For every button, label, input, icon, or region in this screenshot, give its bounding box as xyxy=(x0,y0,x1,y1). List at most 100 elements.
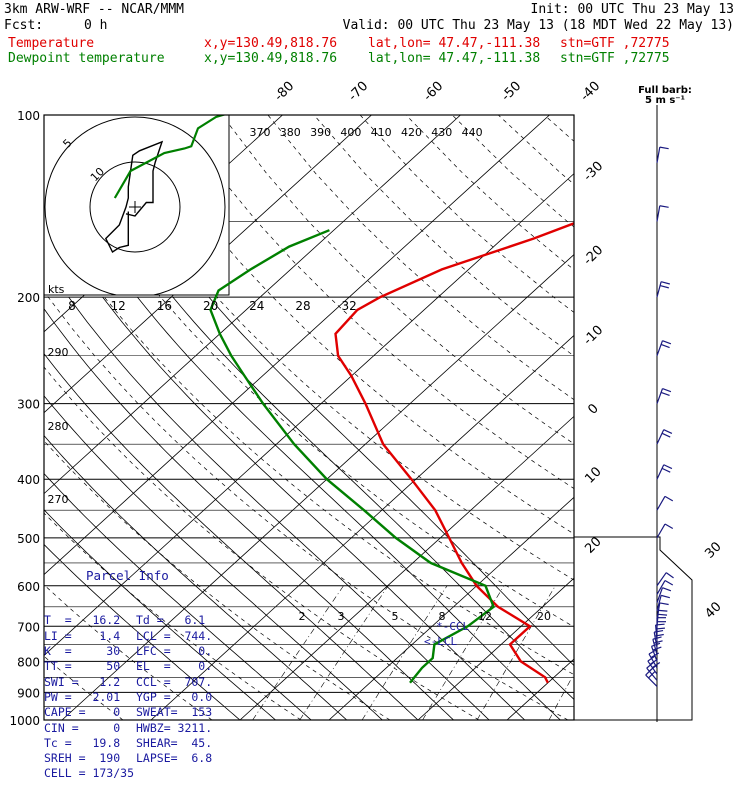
parcel-info-right: LFC = 0. xyxy=(136,644,212,658)
ccl-label: *-CCL xyxy=(436,620,469,633)
isotherm-label: -80 xyxy=(272,79,298,105)
speed-tick-label: 32 xyxy=(342,299,357,313)
dry-adiabat xyxy=(683,115,740,720)
mixing-ratio-label: 5 xyxy=(392,610,399,623)
pressure-label: 100 xyxy=(17,109,40,123)
lcl-label: <-LCL xyxy=(424,635,457,648)
mixing-ratio-line xyxy=(253,586,344,720)
parcel-info-left: SREH = 190 xyxy=(44,751,136,766)
theta-label: 280 xyxy=(48,420,69,433)
pressure-label: 200 xyxy=(17,291,40,305)
theta-e-label: 390 xyxy=(310,126,331,139)
parcel-info-right: YGP = 0.0 xyxy=(136,690,212,704)
parcel-info-right: Td = 6.1 xyxy=(136,613,205,627)
theta-e-label: 440 xyxy=(462,126,483,139)
parcel-info-right: SHEAR= 45. xyxy=(136,736,212,750)
isotherm-label: 0 xyxy=(585,401,601,417)
moist-adiabat xyxy=(209,297,632,720)
pressure-label: 600 xyxy=(17,580,40,594)
mixing-ratio-line xyxy=(549,586,623,720)
speed-tick-label: 8 xyxy=(68,299,76,313)
pressure-label: 500 xyxy=(17,532,40,546)
wind-barb xyxy=(657,206,669,222)
speed-tick-label: 16 xyxy=(157,299,172,313)
wind-barb xyxy=(657,389,671,404)
pressure-label: 900 xyxy=(17,686,40,700)
dry-adiabat xyxy=(268,115,740,720)
theta-e-label: 430 xyxy=(431,126,452,139)
theta-e-label: 420 xyxy=(401,126,422,139)
temperature-profile xyxy=(336,115,740,683)
isotherm-label: -70 xyxy=(346,79,372,105)
pressure-label: 800 xyxy=(17,655,40,669)
isotherm-label: -40 xyxy=(578,79,604,105)
parcel-info-row: CELL = 173/35 xyxy=(44,766,240,781)
isotherm-label: 30 xyxy=(702,539,724,561)
barb-legend-units: 5 m s⁻¹ xyxy=(645,95,685,106)
isotherm-label: 20 xyxy=(582,534,604,556)
pressure-label: 300 xyxy=(17,398,40,412)
mixing-ratio-label: 12 xyxy=(478,610,492,623)
isotherm-label: -60 xyxy=(421,79,447,105)
parcel-info-right: LAPSE= 6.8 xyxy=(136,751,212,765)
mixing-ratio-label: 20 xyxy=(537,610,551,623)
theta-label: 290 xyxy=(48,346,69,359)
speed-tick-label: 20 xyxy=(203,299,218,313)
wind-barb xyxy=(657,465,672,480)
parcel-info-right: HWBZ= 3211. xyxy=(136,721,212,735)
parcel-info-right: LCL = 744. xyxy=(136,629,212,643)
dry-adiabat xyxy=(498,115,740,720)
isotherm-line xyxy=(329,115,740,720)
pressure-label: 700 xyxy=(17,620,40,634)
theta-e-label: 370 xyxy=(250,126,271,139)
isotherm-line xyxy=(240,115,740,720)
hodograph-units: kts xyxy=(48,283,65,296)
lower-right-frame xyxy=(574,537,692,720)
dry-adiabat xyxy=(590,115,740,720)
pressure-label: 400 xyxy=(17,473,40,487)
isotherm-label: 10 xyxy=(582,464,604,486)
theta-label: 270 xyxy=(48,493,69,506)
isotherm-line xyxy=(507,115,740,720)
parcel-info-left: K = 30 xyxy=(44,644,136,659)
pressure-label: 1000 xyxy=(9,714,40,728)
parcel-info-right: SWEAT= 153 xyxy=(136,705,212,719)
parcel-info-left: PW = 2.01 xyxy=(44,690,136,705)
isotherm-label: -50 xyxy=(499,79,525,105)
isotherm-label: -30 xyxy=(581,159,607,185)
wind-barb xyxy=(657,282,670,297)
parcel-info-left: SWI = 1.2 xyxy=(44,675,136,690)
theta-e-label: 380 xyxy=(280,126,301,139)
parcel-info-left: Tc = 19.8 xyxy=(44,736,136,751)
parcel-info-left: T = 16.2 xyxy=(44,613,136,628)
parcel-info-right: CCL = 707. xyxy=(136,675,212,689)
parcel-info-left: CELL = 173/35 xyxy=(44,766,136,781)
parcel-info-right: EL = 0. xyxy=(136,659,212,673)
wind-barb xyxy=(653,637,663,655)
mixing-ratio-label: 3 xyxy=(338,610,345,623)
isotherm-label: -10 xyxy=(581,323,607,349)
isotherm-line xyxy=(596,115,740,720)
parcel-info-left: CIN = 0 xyxy=(44,721,136,736)
wind-barb xyxy=(657,524,673,538)
parcel-info-left: CAPE = 0 xyxy=(44,705,136,720)
theta-e-label: 410 xyxy=(371,126,392,139)
dry-adiabat xyxy=(729,115,740,720)
isotherm-line xyxy=(0,115,16,720)
wind-barb xyxy=(657,341,671,356)
mixing-ratio-label: 2 xyxy=(299,610,306,623)
wind-barb xyxy=(657,496,673,510)
isotherm-label: -20 xyxy=(581,243,607,269)
parcel-info-left: TT = 50 xyxy=(44,659,136,674)
wind-barb xyxy=(657,430,672,445)
